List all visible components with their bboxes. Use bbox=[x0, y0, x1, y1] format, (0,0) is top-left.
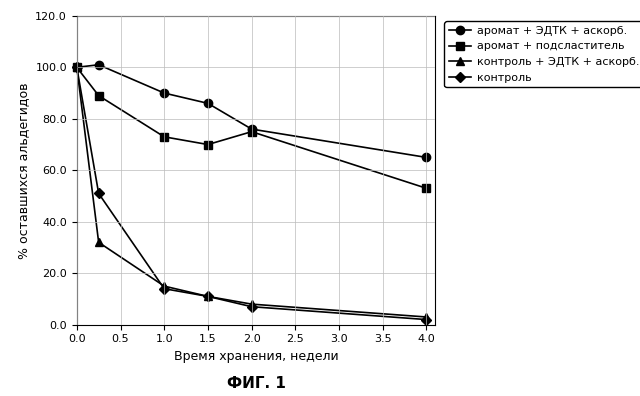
аромат + ЭДТК + аскорб. bbox=[422, 155, 430, 160]
аромат + ЭДТК + аскорб. bbox=[248, 127, 255, 131]
контроль bbox=[422, 317, 430, 322]
контроль + ЭДТК + аскорб. bbox=[73, 65, 81, 70]
Line: аромат + ЭДТК + аскорб.: аромат + ЭДТК + аскорб. bbox=[72, 61, 431, 162]
аромат + подсластитель bbox=[95, 93, 102, 98]
аромат + ЭДТК + аскорб. bbox=[204, 101, 212, 106]
контроль bbox=[73, 65, 81, 70]
аромат + подсластитель bbox=[248, 129, 255, 134]
контроль + ЭДТК + аскорб. bbox=[95, 240, 102, 245]
аромат + подсластитель bbox=[422, 186, 430, 191]
аромат + ЭДТК + аскорб. bbox=[73, 65, 81, 70]
Line: аромат + подсластитель: аромат + подсластитель bbox=[72, 63, 431, 192]
контроль bbox=[95, 191, 102, 196]
Y-axis label: % оставшихся альдегидов: % оставшихся альдегидов bbox=[17, 82, 30, 259]
Line: контроль: контроль bbox=[74, 64, 430, 323]
Text: ФИГ. 1: ФИГ. 1 bbox=[227, 376, 285, 391]
контроль bbox=[204, 294, 212, 299]
аромат + подсластитель bbox=[73, 65, 81, 70]
аромат + подсластитель bbox=[204, 142, 212, 147]
контроль + ЭДТК + аскорб. bbox=[161, 284, 168, 288]
Legend: аромат + ЭДТК + аскорб., аромат + подсластитель, контроль + ЭДТК + аскорб., конт: аромат + ЭДТК + аскорб., аромат + подсла… bbox=[444, 21, 640, 87]
контроль bbox=[248, 305, 255, 309]
контроль + ЭДТК + аскорб. bbox=[248, 302, 255, 307]
контроль + ЭДТК + аскорб. bbox=[204, 294, 212, 299]
контроль + ЭДТК + аскорб. bbox=[422, 315, 430, 320]
аромат + ЭДТК + аскорб. bbox=[161, 91, 168, 95]
Line: контроль + ЭДТК + аскорб.: контроль + ЭДТК + аскорб. bbox=[72, 63, 431, 321]
аромат + ЭДТК + аскорб. bbox=[95, 62, 102, 67]
X-axis label: Время хранения, недели: Время хранения, недели bbox=[173, 350, 339, 363]
аромат + подсластитель bbox=[161, 135, 168, 139]
контроль bbox=[161, 286, 168, 291]
